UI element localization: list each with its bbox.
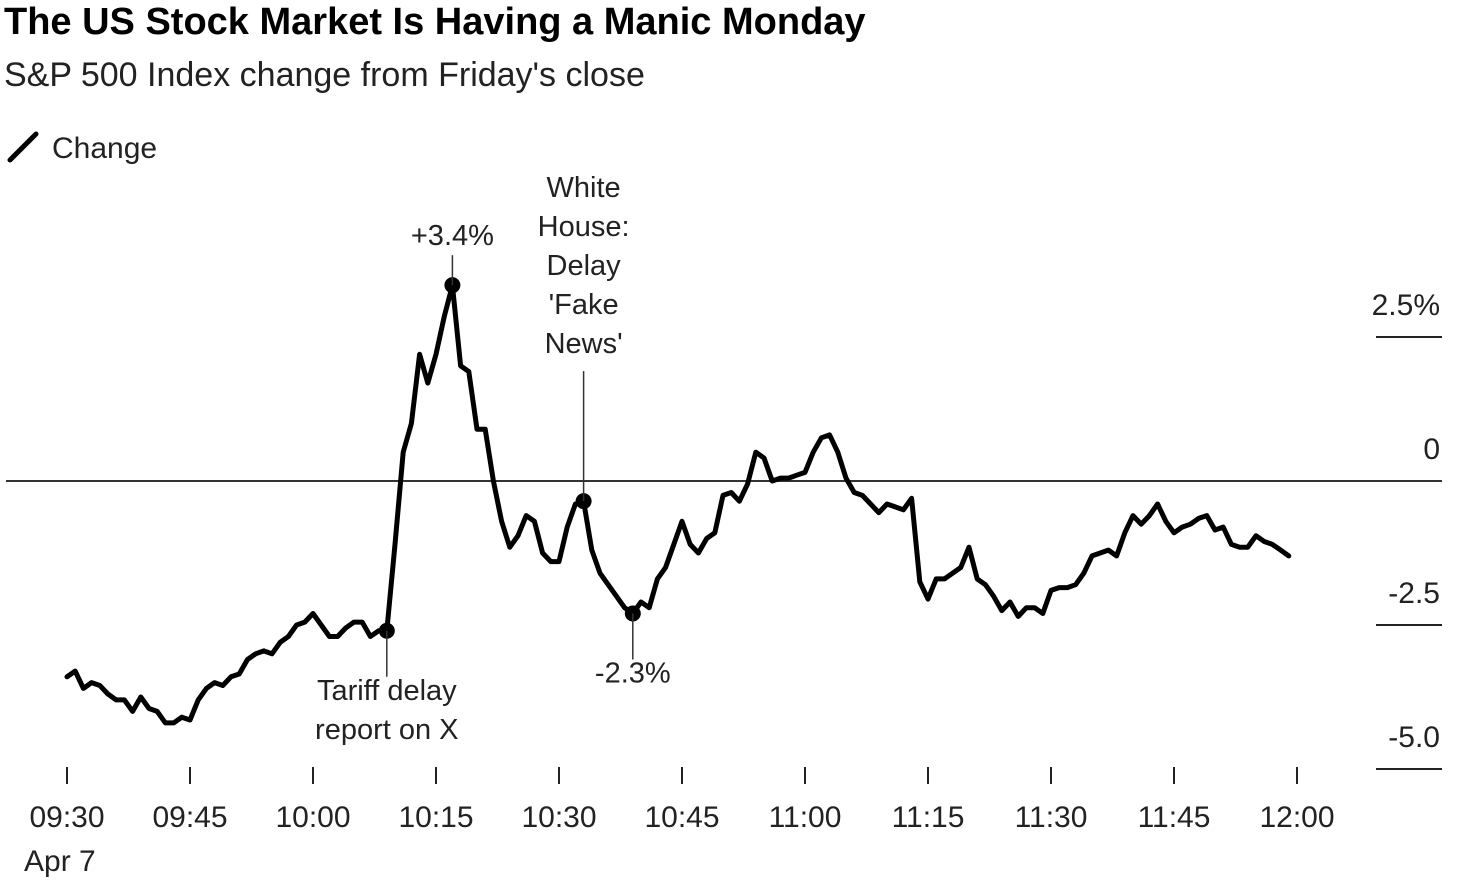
annotations: Tariff delay report on X +3.4% White House: D… bbox=[315, 172, 671, 746]
plot-area bbox=[64, 277, 1292, 726]
x-tick-label: 10:15 bbox=[398, 801, 473, 834]
x-date-label: Apr 7 bbox=[24, 845, 96, 878]
annotation-label: White House: Delay 'Fake News' bbox=[538, 172, 630, 360]
x-tick-label: 10:30 bbox=[521, 801, 596, 834]
chart-title: The US Stock Market Is Having a Manic Mo… bbox=[4, 1, 866, 43]
legend-label: Change bbox=[52, 132, 157, 165]
x-tick-label: 11:15 bbox=[892, 801, 965, 834]
annotation-label: +3.4% bbox=[411, 220, 494, 252]
x-tick-label: 09:30 bbox=[29, 801, 104, 834]
x-tick-label: 11:00 bbox=[769, 801, 842, 834]
y-tick-label: -5.0 bbox=[1388, 721, 1440, 754]
y-tick-label: 0 bbox=[1423, 433, 1440, 466]
x-axis: Apr 7 09:30 09:45 10:00 10:15 10:30 10:45 11:0… bbox=[24, 767, 1335, 878]
legend: Change bbox=[7, 131, 157, 165]
x-tick-label: 12:00 bbox=[1259, 801, 1334, 834]
chart-subtitle: S&P 500 Index change from Friday's close bbox=[4, 56, 645, 94]
series-line-change bbox=[64, 282, 1292, 726]
y-tick-label: 2.5% bbox=[1372, 289, 1440, 322]
x-tick-label: 11:30 bbox=[1015, 801, 1088, 834]
annotation-label: -2.3% bbox=[595, 657, 671, 689]
x-tick-label: 09:45 bbox=[152, 801, 227, 834]
annotation-label: Tariff delay report on X bbox=[315, 675, 458, 746]
legend-line-swatch bbox=[7, 131, 39, 163]
x-tick-label: 10:00 bbox=[275, 801, 350, 834]
x-tick-label: 11:45 bbox=[1138, 801, 1211, 834]
y-axis: 2.5% 0 -2.5 -5.0 bbox=[6, 289, 1442, 770]
y-tick-label: -2.5 bbox=[1388, 577, 1440, 610]
x-tick-label: 10:45 bbox=[644, 801, 719, 834]
